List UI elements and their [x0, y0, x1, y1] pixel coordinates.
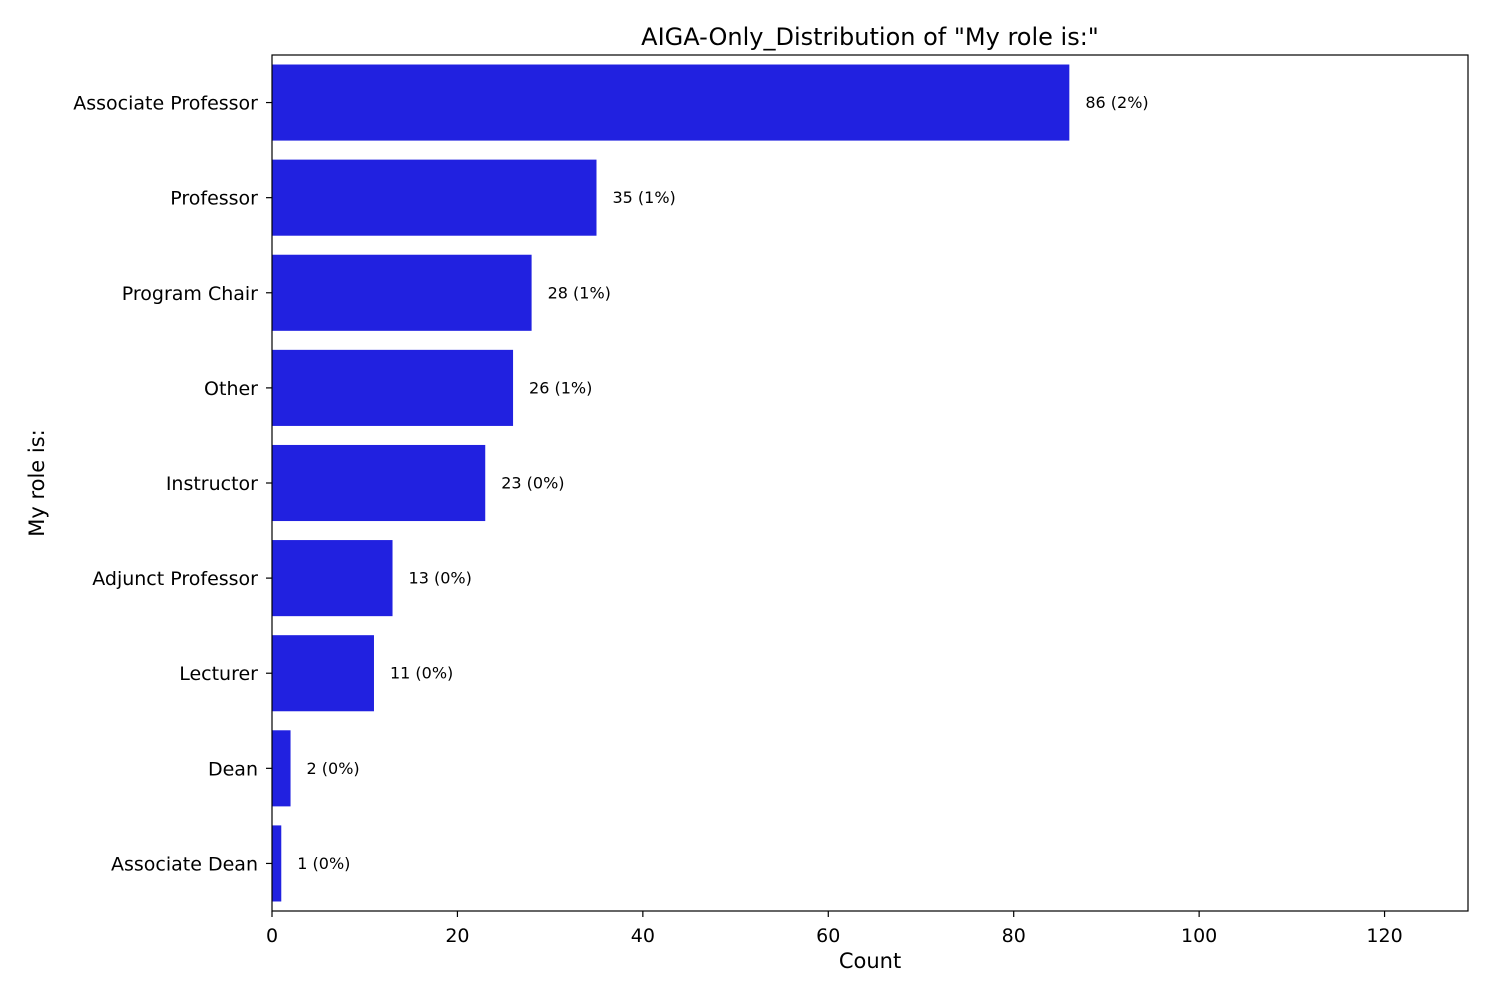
data-label: 23 (0%) — [501, 474, 564, 493]
x-tick-label: 40 — [631, 925, 655, 947]
y-tick-label: Associate Dean — [111, 853, 258, 875]
y-tick-label: Associate Professor — [73, 93, 258, 115]
bar-lecturer — [272, 635, 374, 712]
x-tick-label: 80 — [1002, 925, 1026, 947]
x-tick-label: 60 — [816, 925, 840, 947]
bar-adjunct-professor — [272, 540, 393, 617]
bar-instructor — [272, 444, 486, 522]
x-axis-label: Count — [839, 949, 901, 973]
bar-associate-dean — [272, 825, 282, 902]
y-tick-label: Other — [204, 378, 258, 400]
y-tick-label: Dean — [208, 758, 258, 780]
y-tick-label: Adjunct Professor — [92, 568, 258, 590]
y-tick-label: Program Chair — [122, 283, 258, 305]
data-label: 86 (2%) — [1085, 93, 1148, 112]
ticks-layer: Associate Professor Professor Program Chai… — [73, 93, 1402, 947]
y-tick-label: Lecturer — [179, 663, 258, 685]
data-label: 26 (1%) — [529, 378, 592, 397]
data-label: 13 (0%) — [409, 569, 472, 588]
chart-title: AIGA-Only_Distribution of "My role is:" — [641, 23, 1099, 51]
y-tick-label: Instructor — [166, 473, 258, 495]
x-tick-label: 120 — [1366, 925, 1402, 947]
data-label: 11 (0%) — [390, 664, 453, 683]
bars-layer — [272, 64, 1070, 902]
bar-associate-professor — [272, 64, 1070, 141]
y-tick-label: Professor — [170, 188, 258, 210]
y-axis-label: My role is: — [25, 429, 49, 537]
data-label: 35 (1%) — [612, 188, 675, 207]
bar-other — [272, 349, 514, 426]
x-tick-label: 0 — [266, 925, 278, 947]
data-label: 1 (0%) — [297, 854, 350, 873]
bar-program-chair — [272, 254, 532, 331]
bar-professor — [272, 159, 597, 236]
x-tick-label: 100 — [1181, 925, 1217, 947]
x-tick-label: 20 — [445, 925, 469, 947]
labels-layer: 86 (2%) 35 (1%) 28 (1%) 26 (1%) 23 (0%) 13 (0… — [297, 93, 1148, 873]
data-label: 28 (1%) — [548, 283, 611, 302]
data-label: 2 (0%) — [307, 759, 360, 778]
plot-frame — [271, 54, 1469, 912]
bar-dean — [272, 730, 291, 807]
